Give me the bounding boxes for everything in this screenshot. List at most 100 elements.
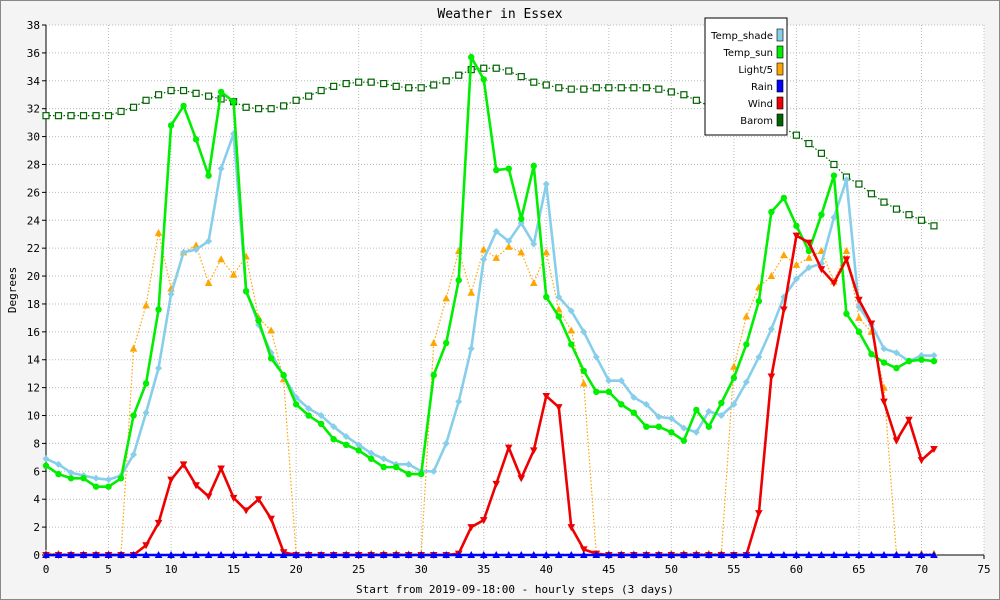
temp-sun-point (893, 364, 900, 372)
rain-point (79, 551, 88, 558)
temp-shade-point (455, 398, 463, 406)
temp-shade-point (892, 349, 900, 357)
light-5-point (780, 251, 788, 259)
light-5-point (842, 246, 851, 254)
temp-shade-point (642, 400, 650, 408)
y-axis-label: Degrees (6, 267, 19, 313)
light-5-point (517, 248, 526, 256)
temp-shade-point (442, 439, 450, 447)
x-tick-label: 5 (105, 563, 112, 576)
series-line-temp-sun (45, 52, 935, 488)
temp-sun-point (405, 470, 412, 478)
rain-point (492, 551, 501, 558)
temp-sun-point (380, 463, 387, 471)
temp-shade-point (605, 377, 613, 385)
rain-point (780, 551, 788, 558)
rain-point (567, 551, 576, 558)
wind-point (517, 475, 526, 483)
temp-sun-point (67, 475, 75, 482)
light-5-point (805, 253, 813, 261)
legend-label: Rain (751, 82, 773, 93)
temp-shade-point (67, 469, 75, 477)
barom-point (154, 91, 163, 99)
temp-sun-point (718, 399, 725, 407)
wind-point (467, 524, 476, 532)
light-5-point (142, 301, 150, 309)
temp-shade-point (755, 353, 763, 361)
rain-point (267, 551, 275, 558)
x-tick-label: 15 (227, 563, 240, 576)
barom-point (830, 160, 838, 169)
temp-shade-point (467, 345, 475, 353)
y-tick-label: 20 (27, 270, 40, 283)
rain-point (92, 551, 100, 558)
temp-shade-point (430, 467, 438, 475)
series-line-barom (46, 67, 935, 227)
temp-sun-point (117, 475, 125, 482)
temp-shade-point (617, 377, 625, 385)
barom-point (92, 112, 100, 120)
temp-shade-point (167, 290, 175, 298)
rain-point (442, 551, 451, 558)
y-tick-label: 4 (33, 493, 40, 506)
x-tick-label: 10 (164, 563, 177, 576)
barom-point (392, 82, 400, 90)
temp-shade-point (717, 412, 725, 420)
barom-point (355, 78, 363, 86)
wind-point (930, 446, 938, 453)
temp-shade-point (105, 476, 113, 484)
wind-point (504, 444, 513, 452)
light-5-point (529, 279, 538, 287)
barom-point (42, 112, 50, 120)
rain-point (342, 551, 350, 558)
barom-point (192, 89, 200, 97)
wind-point (892, 437, 901, 445)
temp-sun-point (242, 288, 250, 295)
temp-shade-point (155, 364, 163, 372)
x-tick-label: 35 (477, 563, 490, 576)
barom-point (480, 64, 488, 72)
temp-shade-point (142, 409, 150, 417)
barom-point (417, 84, 425, 92)
y-tick-label: 30 (27, 131, 40, 144)
temp-sun-point (780, 194, 788, 202)
temp-sun-point (480, 76, 487, 83)
rain-point (254, 551, 263, 558)
legend-box (704, 17, 788, 136)
barom-point (692, 96, 700, 104)
grid (45, 24, 985, 556)
barom-point (655, 85, 663, 93)
y-tick-label: 0 (33, 549, 40, 562)
temp-sun-point (42, 462, 50, 469)
barom-point (342, 79, 350, 88)
y-tick-label: 10 (27, 410, 40, 423)
rain-point (217, 551, 225, 558)
rain-point (792, 551, 801, 558)
barom-point (592, 84, 600, 92)
barom-point (905, 211, 913, 219)
temp-sun-point (255, 317, 262, 324)
temp-shade-point (530, 240, 538, 248)
legend-swatch (776, 96, 784, 110)
light-5-point (204, 279, 213, 287)
light-5-point (267, 326, 275, 334)
barom-point (267, 105, 275, 113)
temp-shade-point (192, 246, 200, 254)
temp-sun-point (930, 357, 938, 365)
rain-point (329, 551, 338, 558)
temp-sun-point (680, 437, 688, 444)
temp-sun-point (267, 355, 275, 362)
legend-label: Light/5 (738, 65, 773, 76)
wind-point (254, 496, 263, 504)
barom-point (930, 222, 938, 230)
temp-sun-point (705, 423, 713, 430)
y-tick-label: 28 (27, 158, 40, 171)
rain-point (542, 551, 551, 558)
wind-point (479, 517, 488, 525)
temp-sun-point (518, 215, 525, 223)
x-tick-label: 65 (852, 563, 865, 576)
legend-label: Temp_sun (722, 48, 773, 59)
barom-point (117, 107, 125, 116)
x-tick-label: 55 (727, 563, 740, 576)
